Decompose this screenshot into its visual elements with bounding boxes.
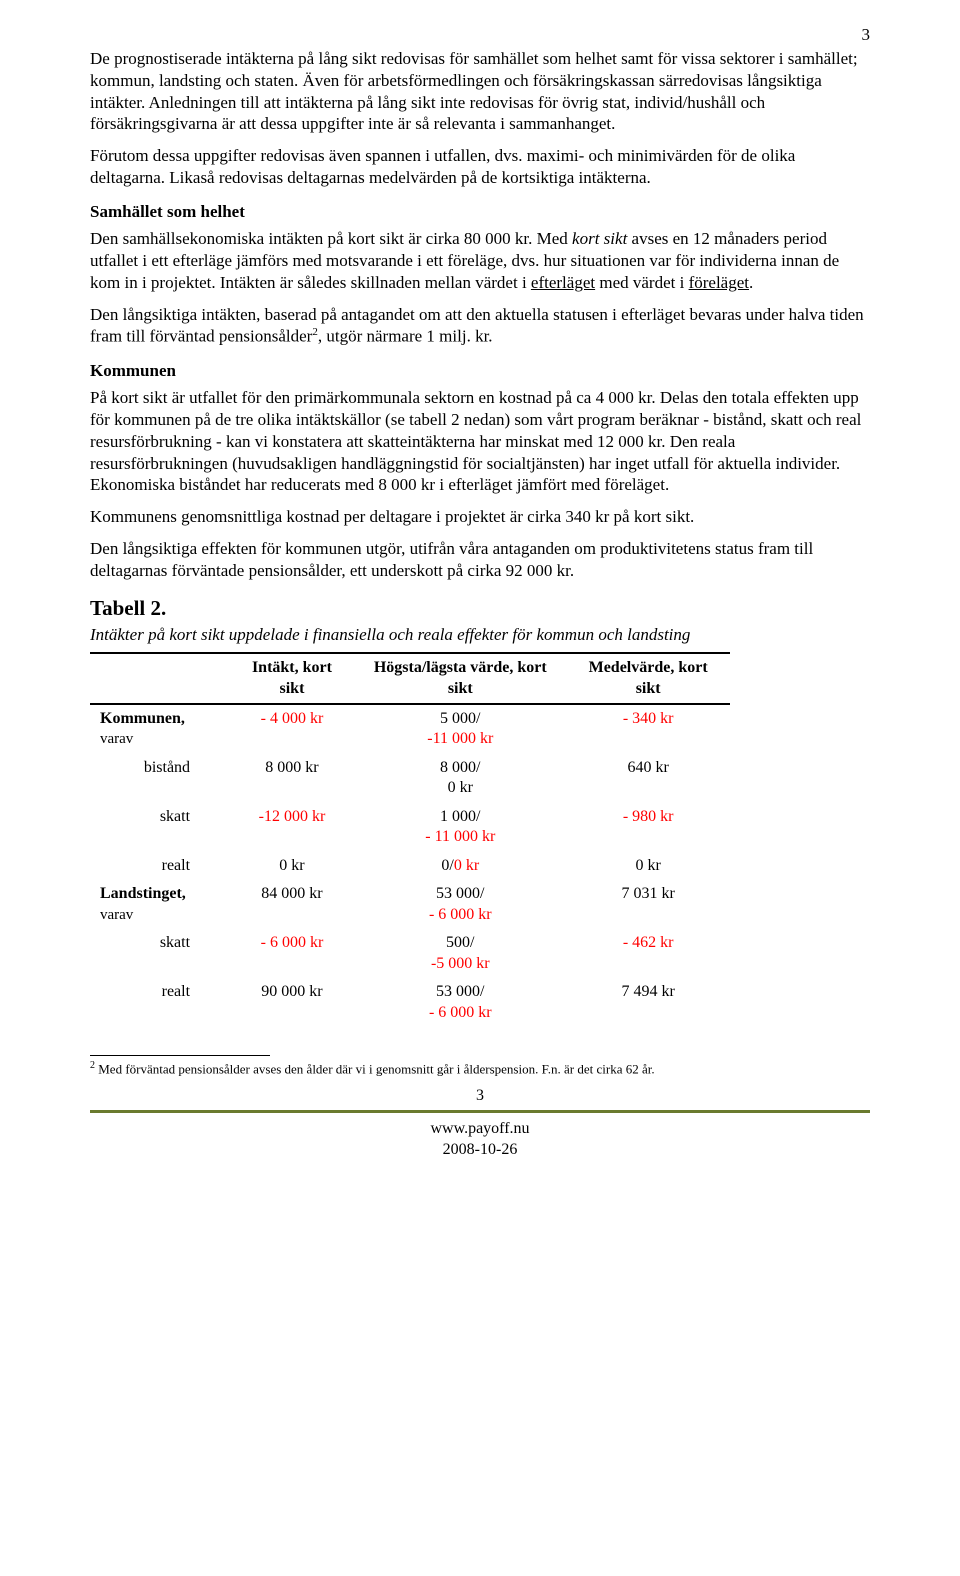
table-row: realt0 kr0/0 kr0 kr: [90, 852, 730, 880]
table-cell: 500/-5 000 kr: [354, 929, 567, 978]
table-cell-label: realt: [90, 852, 230, 880]
table-header: [90, 653, 230, 704]
table-cell: 1 000/- 11 000 kr: [354, 803, 567, 852]
footer-url: www.payoff.nu: [90, 1119, 870, 1139]
footnote-separator: [90, 1055, 270, 1056]
footer-divider: [90, 1110, 870, 1113]
table-row: Landstinget, varav84 000 kr53 000/- 6 00…: [90, 880, 730, 929]
table-cell-label: skatt: [90, 929, 230, 978]
text-run: Den samhällsekonomiska intäkten på kort …: [90, 229, 572, 248]
text-underline: efterläget: [531, 273, 595, 292]
table-cell: - 980 kr: [567, 803, 730, 852]
table-cell: 53 000/- 6 000 kr: [354, 880, 567, 929]
table-header: Högsta/lägsta värde, kort sikt: [354, 653, 567, 704]
table-cell: -12 000 kr: [230, 803, 354, 852]
table-cell: 0 kr: [567, 852, 730, 880]
table-cell: 7 031 kr: [567, 880, 730, 929]
body-paragraph: De prognostiserade intäkterna på lång si…: [90, 48, 870, 135]
table-header: Medelvärde, kort sikt: [567, 653, 730, 704]
table-cell: - 340 kr: [567, 704, 730, 754]
table-cell-label: realt: [90, 978, 230, 1027]
table-cell: 90 000 kr: [230, 978, 354, 1027]
text-italic: kort sikt: [572, 229, 627, 248]
table-title: Tabell 2.: [90, 595, 870, 622]
data-table: Intäkt, kort sikt Högsta/lägsta värde, k…: [90, 652, 730, 1027]
body-paragraph: Förutom dessa uppgifter redovisas även s…: [90, 145, 870, 189]
table-row: realt90 000 kr53 000/- 6 000 kr7 494 kr: [90, 978, 730, 1027]
table-row: bistånd8 000 kr8 000/0 kr640 kr: [90, 754, 730, 803]
table-header: Intäkt, kort sikt: [230, 653, 354, 704]
table-cell: - 4 000 kr: [230, 704, 354, 754]
table-cell-label: skatt: [90, 803, 230, 852]
body-paragraph: Kommunens genomsnittliga kostnad per del…: [90, 506, 870, 528]
page-footer: 3 www.payoff.nu 2008-10-26: [90, 1086, 870, 1160]
section-heading-kommunen: Kommunen: [90, 360, 870, 382]
section-heading-samhallet: Samhället som helhet: [90, 201, 870, 223]
table-cell: 0/0 kr: [354, 852, 567, 880]
text-run: .: [749, 273, 753, 292]
table-cell: 5 000/-11 000 kr: [354, 704, 567, 754]
table-cell: 53 000/- 6 000 kr: [354, 978, 567, 1027]
body-paragraph: På kort sikt är utfallet för den primärk…: [90, 387, 870, 496]
table-cell-label: Kommunen, varav: [90, 704, 230, 754]
footnote: 2 Med förväntad pensionsålder avses den …: [90, 1060, 870, 1078]
text-underline: föreläget: [689, 273, 749, 292]
text-run: med värdet i: [595, 273, 688, 292]
table-cell-label: bistånd: [90, 754, 230, 803]
table-cell-label: Landstinget, varav: [90, 880, 230, 929]
page-number-bottom: 3: [90, 1086, 870, 1106]
footer-date: 2008-10-26: [90, 1140, 870, 1160]
table-caption: Intäkter på kort sikt uppdelade i finans…: [90, 624, 870, 646]
table-cell: 8 000/0 kr: [354, 754, 567, 803]
table-cell: 8 000 kr: [230, 754, 354, 803]
body-paragraph: Den långsiktiga effekten för kommunen ut…: [90, 538, 870, 582]
page-number-top: 3: [862, 24, 871, 46]
footnote-text: Med förväntad pensionsålder avses den ål…: [95, 1061, 655, 1076]
table-cell: 7 494 kr: [567, 978, 730, 1027]
text-run: , utgör närmare 1 milj. kr.: [318, 327, 493, 346]
table-row: Kommunen, varav- 4 000 kr5 000/-11 000 k…: [90, 704, 730, 754]
table-cell: 84 000 kr: [230, 880, 354, 929]
table-cell: - 6 000 kr: [230, 929, 354, 978]
table-row: skatt-12 000 kr1 000/- 11 000 kr- 980 kr: [90, 803, 730, 852]
table-cell: 640 kr: [567, 754, 730, 803]
body-paragraph: Den långsiktiga intäkten, baserad på ant…: [90, 304, 870, 348]
table-cell: - 462 kr: [567, 929, 730, 978]
table-cell: 0 kr: [230, 852, 354, 880]
table-row: skatt- 6 000 kr500/-5 000 kr- 462 kr: [90, 929, 730, 978]
body-paragraph: Den samhällsekonomiska intäkten på kort …: [90, 228, 870, 293]
